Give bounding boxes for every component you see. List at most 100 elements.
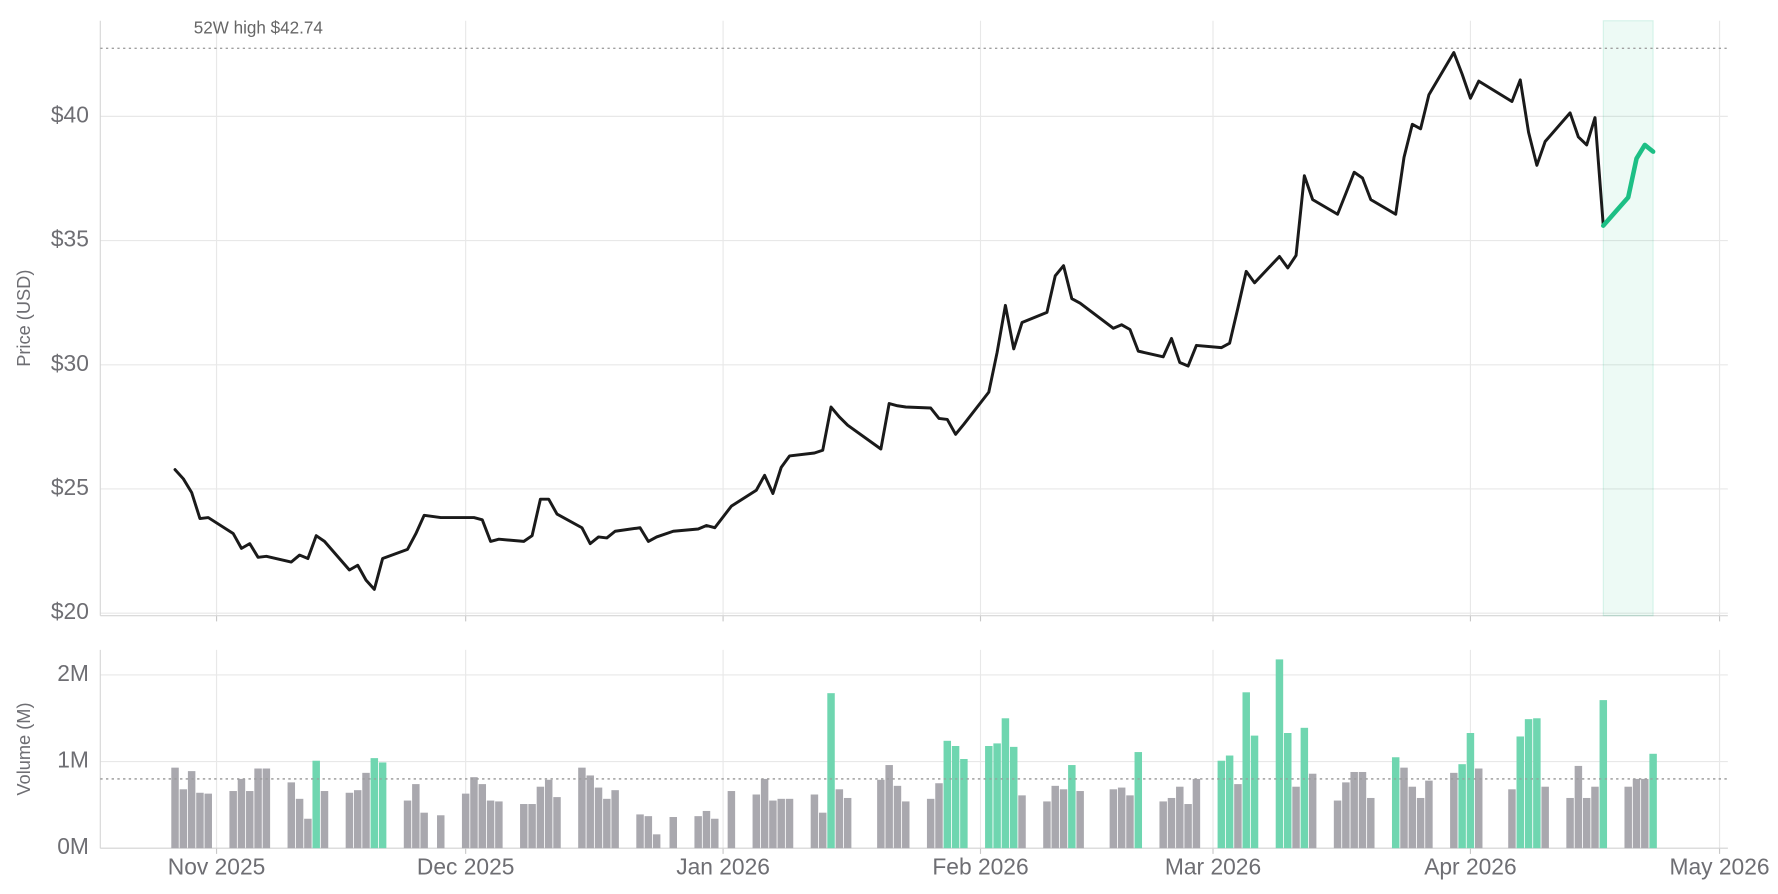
- volume-bar: [877, 779, 885, 849]
- volume-bar: [1184, 804, 1192, 849]
- volume-bar: [1367, 797, 1375, 849]
- volume-bar: [353, 790, 362, 849]
- volume-bar: [179, 789, 188, 849]
- volume-bar: [478, 784, 487, 849]
- volume-bar: [636, 814, 644, 849]
- volume-bar: [345, 792, 354, 849]
- volume-bar: [1342, 782, 1350, 849]
- volume-bar: [1225, 755, 1234, 849]
- volume-bar: [370, 758, 379, 849]
- reference-label: 52W high $42.74: [194, 18, 323, 37]
- volume-bar: [553, 797, 561, 849]
- x-tick-label: Nov 2025: [168, 854, 266, 880]
- volume-bar: [262, 768, 271, 849]
- volume-bar: [993, 743, 1001, 849]
- volume-bar: [652, 834, 661, 849]
- volume-bar: [1051, 785, 1059, 849]
- volume-bar: [926, 798, 935, 849]
- volume-bar: [1308, 773, 1317, 849]
- x-tick-label: Apr 2026: [1424, 854, 1516, 880]
- volume-bar: [843, 797, 852, 849]
- x-tick-label: Mar 2026: [1165, 854, 1261, 880]
- y-tick-label: 0M: [57, 833, 89, 859]
- volume-bar: [1350, 771, 1358, 849]
- volume-bar: [1450, 772, 1458, 849]
- volume-bar: [1574, 765, 1583, 849]
- volume-bar: [1632, 778, 1641, 849]
- volume-bar: [470, 777, 478, 849]
- volume-bar: [171, 767, 179, 849]
- volume-bar: [1649, 753, 1657, 849]
- volume-bar: [1018, 795, 1026, 849]
- volume-bar: [1126, 795, 1134, 849]
- y-tick-label: 1M: [57, 747, 89, 773]
- volume-bar: [320, 791, 329, 849]
- volume-bar: [304, 818, 312, 849]
- volume-bar: [1508, 789, 1516, 849]
- volume-bar: [1275, 659, 1284, 849]
- volume-bar: [711, 818, 719, 849]
- volume-bar: [1001, 718, 1010, 849]
- x-tick-label: Feb 2026: [932, 854, 1028, 880]
- volume-bar: [810, 794, 819, 849]
- volume-bar: [1533, 718, 1541, 849]
- volume-bar: [1242, 692, 1250, 849]
- volume-bar: [1009, 746, 1018, 849]
- volume-bar: [827, 693, 835, 849]
- volume-bar: [237, 778, 246, 849]
- volume-bar: [1292, 786, 1300, 849]
- volume-bar: [254, 768, 262, 849]
- volume-bar: [1043, 801, 1051, 849]
- x-tick-label: Dec 2025: [417, 854, 515, 880]
- volume-bar: [1474, 768, 1483, 849]
- volume-bar: [1408, 786, 1417, 849]
- volume-bar: [204, 793, 212, 849]
- volume-bar: [1599, 700, 1608, 849]
- volume-bar: [287, 782, 296, 849]
- volume-bar: [1466, 733, 1475, 849]
- volume-bar: [486, 800, 495, 849]
- y-tick-label: $35: [51, 226, 89, 252]
- volume-bar: [985, 746, 993, 849]
- volume-bar: [960, 758, 968, 849]
- volume-bar: [536, 786, 545, 849]
- volume-bar: [295, 798, 304, 849]
- y-tick-label: $40: [51, 101, 89, 127]
- volume-bar: [578, 767, 586, 849]
- volume-bar: [403, 800, 412, 849]
- volume-bar: [760, 778, 769, 849]
- volume-bar: [1300, 727, 1309, 849]
- x-tick-label: May 2026: [1670, 854, 1770, 880]
- y-axis-title: Volume (M): [13, 702, 34, 795]
- volume-bar: [437, 815, 445, 849]
- volume-bar: [362, 772, 370, 849]
- y-tick-label: $20: [51, 598, 89, 624]
- volume-bar: [1167, 797, 1176, 849]
- x-tick-label: Jan 2026: [676, 854, 770, 880]
- volume-bar: [603, 798, 611, 849]
- volume-bar: [951, 746, 960, 849]
- volume-bar: [594, 787, 603, 849]
- y-tick-label: $25: [51, 474, 89, 500]
- volume-bar: [935, 783, 943, 849]
- volume-bar: [1217, 760, 1226, 849]
- volume-bar: [1566, 797, 1574, 849]
- volume-bar: [1416, 797, 1425, 849]
- volume-bar: [1109, 789, 1118, 849]
- volume-bar: [1234, 784, 1242, 849]
- price-line: [173, 51, 1605, 591]
- volume-bar: [528, 804, 536, 849]
- volume-bar: [1358, 771, 1367, 849]
- y-axis-title: Price (USD): [13, 270, 34, 367]
- volume-bar: [727, 791, 736, 849]
- volume-bar: [520, 804, 528, 849]
- volume-bar: [1524, 719, 1533, 849]
- volume-bar: [1591, 786, 1599, 849]
- volume-bar: [893, 785, 902, 849]
- volume-bar: [1624, 786, 1632, 849]
- volume-bar: [1582, 797, 1591, 849]
- volume-bar: [769, 800, 777, 849]
- volume-bar: [644, 816, 653, 849]
- y-tick-label: $30: [51, 350, 89, 376]
